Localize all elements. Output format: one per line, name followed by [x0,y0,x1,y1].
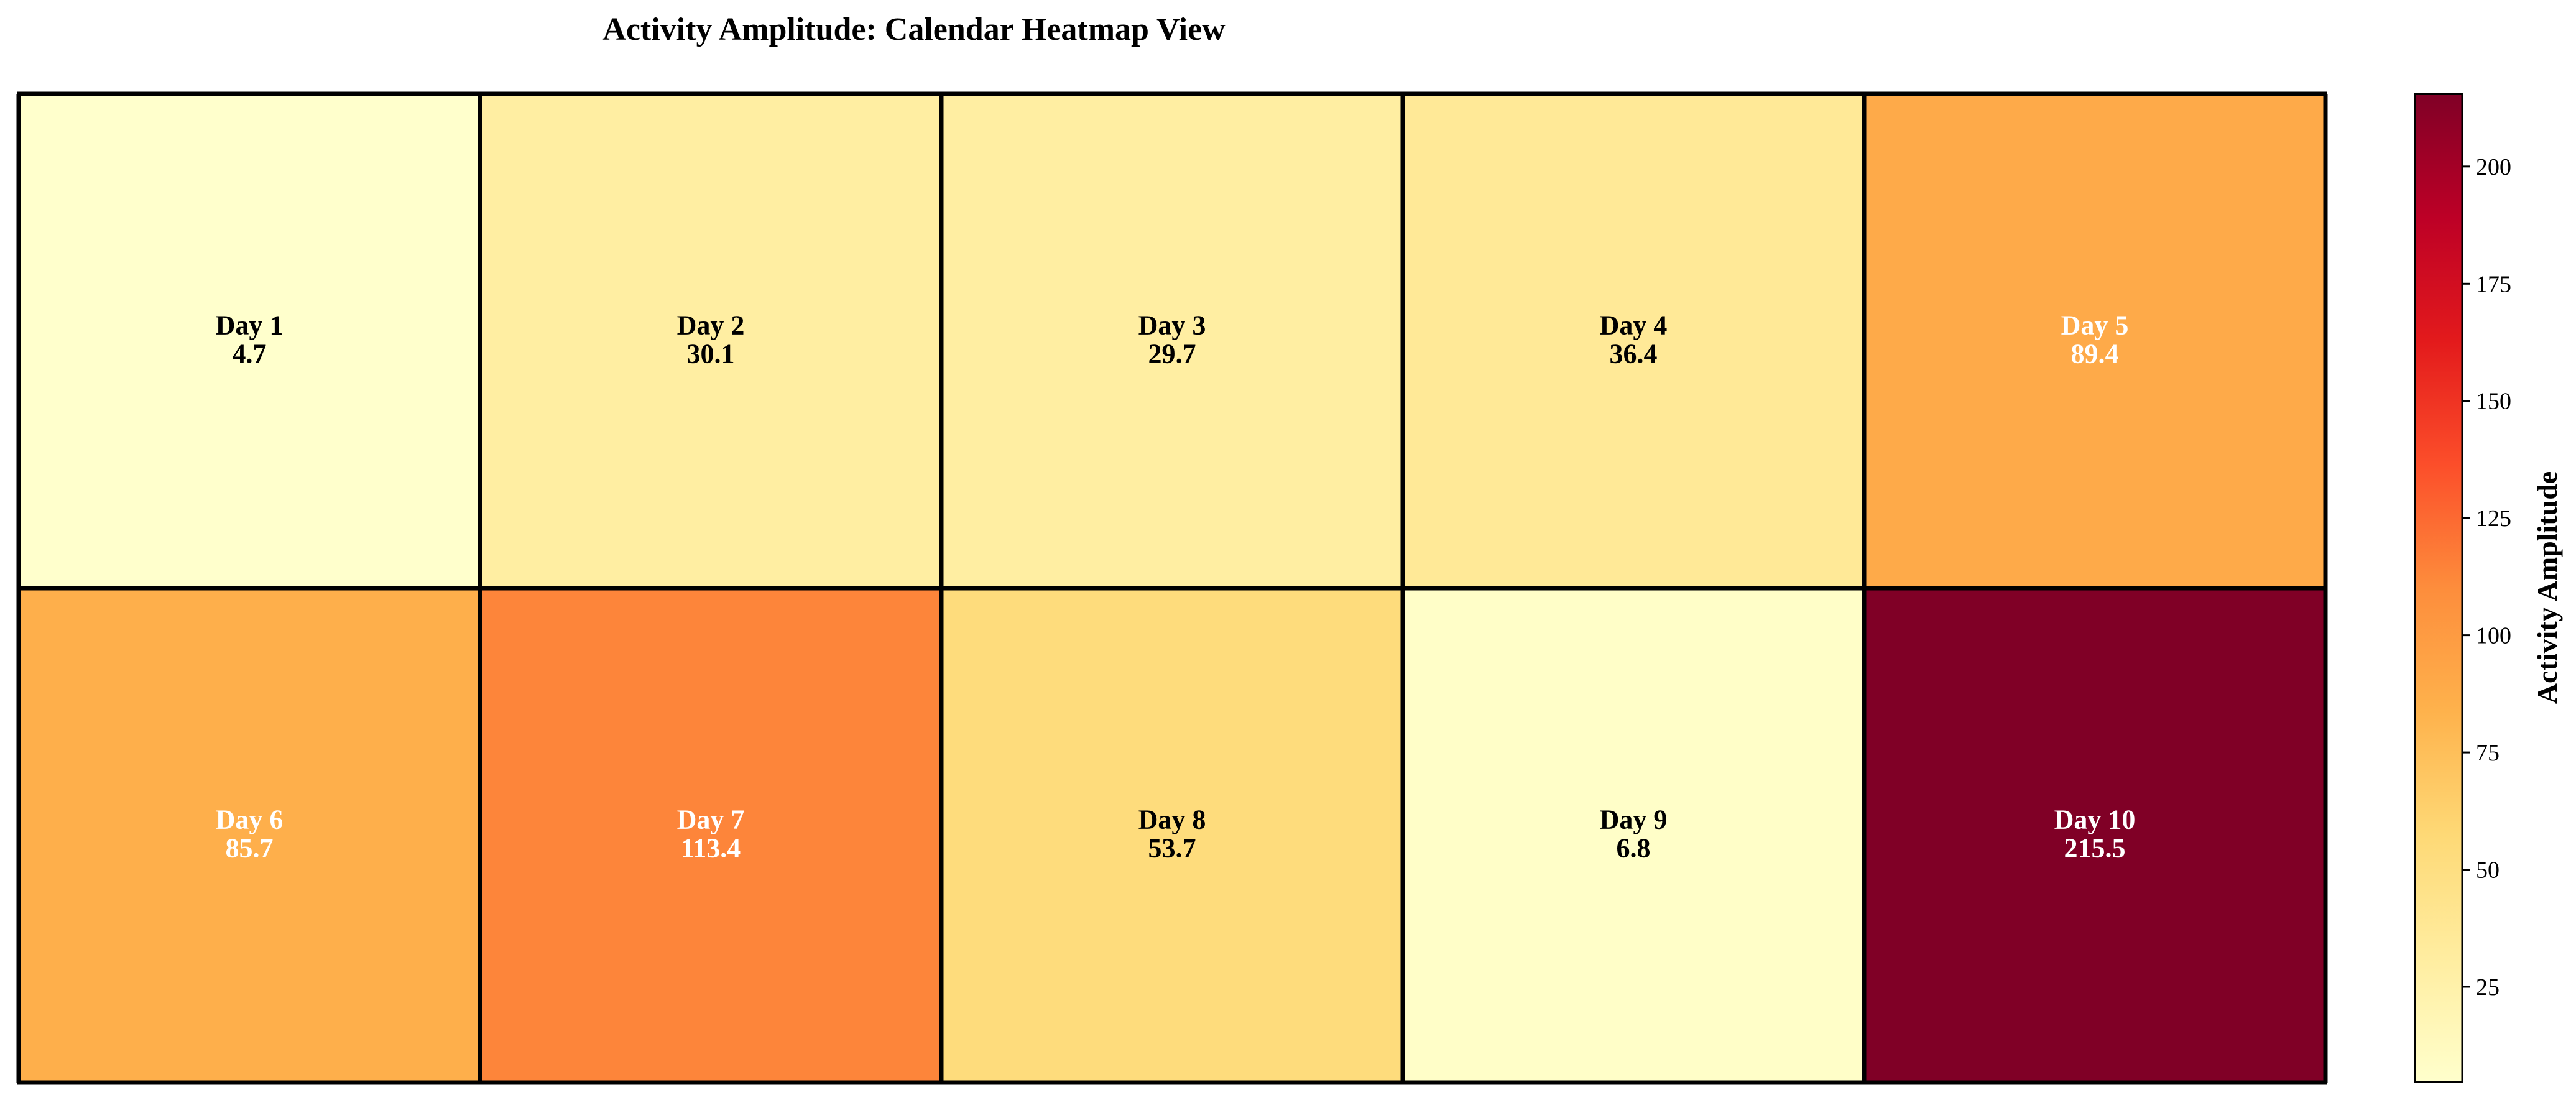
cell-value: 6.8 [1617,833,1651,864]
cell-rect [1864,588,2325,1083]
cell-label: Day 3 [1138,310,1206,341]
heatmap-cell: Day 14.7 [19,94,480,588]
cell-rect [1403,588,1864,1083]
colorbar-tick-label: 75 [2476,740,2500,766]
cell-value: 30.1 [687,339,735,369]
heatmap-cell: Day 685.7 [19,588,480,1083]
cell-rect [19,94,480,588]
colorbar-tick-label: 150 [2476,389,2511,415]
cell-value: 113.4 [681,833,741,864]
cell-rect [480,588,941,1083]
cell-label: Day 5 [2061,310,2129,341]
cell-label: Day 1 [216,310,284,341]
cell-rect [480,94,941,588]
cell-value: 89.4 [2071,339,2119,369]
heatmap-cell: Day 230.1 [480,94,941,588]
colorbar-tick-label: 200 [2476,154,2511,180]
heatmap-cell: Day 436.4 [1403,94,1864,588]
heatmap-cell: Day 96.8 [1403,588,1864,1083]
colorbar-tick-label: 100 [2476,623,2511,649]
colorbar [2414,93,2463,1083]
cell-value: 215.5 [2064,833,2126,864]
colorbar-tick-label: 175 [2476,271,2511,297]
cell-label: Day 4 [1600,310,1668,341]
colorbar-label: Activity Amplitude [2531,471,2563,704]
cell-label: Day 8 [1138,805,1206,835]
cell-value: 53.7 [1148,833,1196,864]
cell-rect [941,94,1403,588]
cell-label: Day 2 [677,310,745,341]
cell-value: 36.4 [1610,339,1658,369]
cell-value: 29.7 [1148,339,1196,369]
cell-value: 4.7 [233,339,267,369]
cell-rect [1864,94,2325,588]
colorbar-ticks: 25 50 75 100 125 150 175 200 [2462,154,2511,1001]
cell-rect [1403,94,1864,588]
cell-rect [941,588,1403,1083]
cell-rect [19,588,480,1083]
cell-label: Day 6 [216,805,284,835]
colorbar-tick-label: 125 [2476,506,2511,532]
cell-label: Day 10 [2054,805,2136,835]
heatmap-cell: Day 589.4 [1864,94,2325,588]
heatmap-grid [16,91,2328,1085]
heatmap-cell: Day 853.7 [941,588,1403,1083]
colorbar-tick-label: 50 [2476,857,2500,884]
chart-title: Activity Amplitude: Calendar Heatmap Vie… [602,12,1226,47]
cell-value: 85.7 [226,833,274,864]
heatmap-cell: Day 329.7 [941,94,1403,588]
cell-label: Day 9 [1600,805,1668,835]
colorbar-tick-label: 25 [2476,974,2500,1001]
cell-label: Day 7 [677,805,745,835]
